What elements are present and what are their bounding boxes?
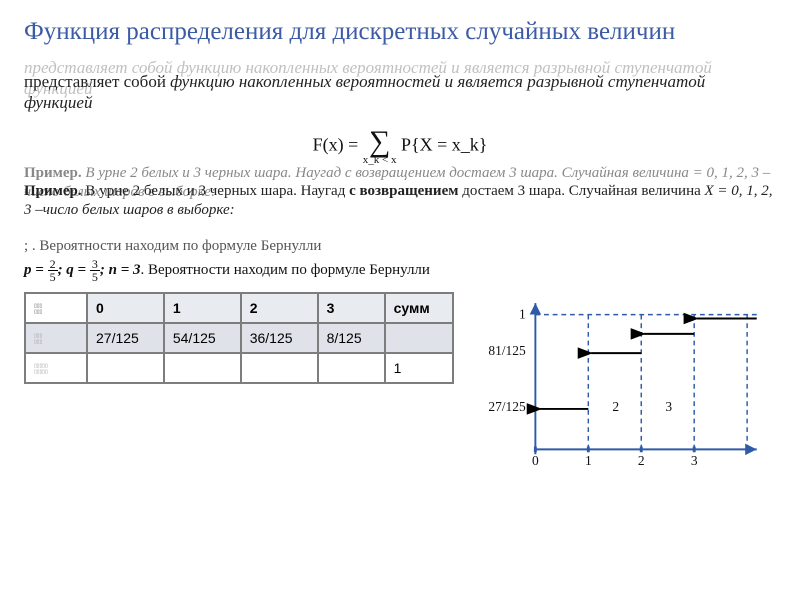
table-cell [385,323,453,353]
table-cell [164,353,241,383]
ylabel-top: 1 [519,306,526,321]
example-text-b: достаем 3 шара. Случайная величина [458,183,704,199]
table-row-f: ▯▯▯▯▯▯▯▯▯▯ 1 [25,353,453,383]
xtick-0: 0 [532,453,539,468]
xtick-1: 1 [585,453,592,468]
table-rowhdr-p: ▯▯▯▯▯▯ [25,323,87,353]
table-rowhdr-f: ▯▯▯▯▯▯▯▯▯▯ [25,353,87,383]
xtick-2: 2 [638,453,645,468]
example-ghost-label: Пример. [24,165,82,181]
probability-table-wrap: ▯▯▯▯▯▯ 0 1 2 3 сумм ▯▯▯▯▯▯ 27/125 54/125… [24,292,454,384]
table-cell: 8/125 [318,323,385,353]
bernoulli-block: ; . Вероятности находим по формуле Берну… [24,238,776,286]
table-cell: 36/125 [241,323,318,353]
example-block: Пример. В урне 2 белых и 3 черных шара. … [24,164,776,234]
table-header-blank: ▯▯▯▯▯▯ [25,293,87,323]
cdf-svg: 1 81/125 27/125 0 1 2 3 2 3 [468,292,776,472]
p-den: 5 [48,271,58,283]
table-header: 3 [318,293,385,323]
formula-lhs: F(x) = [313,134,359,154]
table-header: 0 [87,293,164,323]
q-den: 5 [90,271,100,283]
n-value: 3 [133,262,141,278]
table-row-p: ▯▯▯▯▯▯ 27/125 54/125 36/125 8/125 [25,323,453,353]
inner-x-a: 2 [612,399,619,414]
table-header: сумм [385,293,453,323]
q-fraction: 35 [90,258,100,283]
example-label: Пример. [24,183,82,199]
table-cell: 1 [385,353,453,383]
xtick-3: 3 [691,453,698,468]
table-cell: 54/125 [164,323,241,353]
table-header: 2 [241,293,318,323]
cdf-chart: 1 81/125 27/125 0 1 2 3 2 3 [468,292,776,472]
q-num: 3 [90,258,100,271]
description-block: представляет собой функцию накопленных в… [24,57,776,115]
page-title: Функция распределения для дискретных слу… [24,18,776,47]
table-header: 1 [164,293,241,323]
formula-rhs: P{X = x_k} [401,134,487,154]
formula-sum: ∑ x_k < x [363,127,397,166]
table-cell [241,353,318,383]
inner-x-b: 3 [665,399,672,414]
table-header-row: ▯▯▯▯▯▯ 0 1 2 3 сумм [25,293,453,323]
probability-table: ▯▯▯▯▯▯ 0 1 2 3 сумм ▯▯▯▯▯▯ 27/125 54/125… [24,292,454,384]
description-main: представляет собой функцию накопленных в… [24,71,776,114]
bernoulli-ghost: ; . Вероятности находим по формуле Берну… [24,238,321,255]
table-cell [318,353,385,383]
description-lead: представляет собой [24,72,170,91]
table-cell: 27/125 [87,323,164,353]
table-cell [87,353,164,383]
p-num: 2 [48,258,58,271]
bernoulli-tail: . Вероятности находим по формуле Бернулл… [141,262,430,278]
example-bold: с возвращением [349,183,458,199]
p-fraction: 25 [48,258,58,283]
ylabel-mid: 81/125 [488,343,526,358]
bernoulli-main: p = 25; q = 35; n = 3. Вероятности наход… [24,258,430,283]
sigma-symbol: ∑ [369,125,390,158]
example-main: Пример. В урне 2 белых и 3 черных шара. … [24,182,776,220]
example-text-a: В урне 2 белых и 3 черных шара. Наугад [82,183,349,199]
step-arrows [540,318,757,408]
ylabel-low: 27/125 [488,399,526,414]
